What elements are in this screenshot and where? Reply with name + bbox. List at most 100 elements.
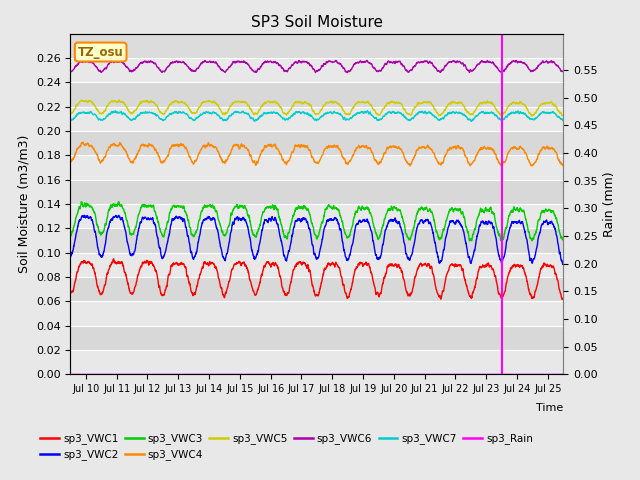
sp3_Rain	[80, 372, 88, 377]
Bar	[70, 326, 563, 350]
sp3_VWC6	[291, 60, 298, 66]
sp3_VWC2	[80, 214, 88, 219]
sp3_VWC3	[291, 210, 298, 216]
Line: sp3_VWC4: sp3_VWC4	[70, 142, 563, 166]
sp3_Rain	[120, 372, 128, 377]
Bar	[70, 82, 563, 107]
sp3_VWC5	[134, 103, 142, 109]
sp3_VWC1	[559, 297, 566, 302]
sp3_VWC1	[559, 295, 567, 301]
sp3_VWC4	[121, 146, 129, 152]
sp3_VWC7	[291, 111, 298, 117]
sp3_VWC6	[104, 61, 112, 67]
Y-axis label: Soil Moisture (m3/m3): Soil Moisture (m3/m3)	[17, 135, 30, 273]
Bar	[70, 131, 563, 156]
sp3_VWC4	[484, 144, 492, 150]
sp3_VWC6	[121, 61, 129, 67]
sp3_VWC3	[134, 212, 142, 217]
sp3_VWC4	[559, 162, 567, 168]
sp3_VWC4	[67, 158, 74, 164]
Line: sp3_VWC2: sp3_VWC2	[70, 216, 563, 264]
Text: Time: Time	[536, 403, 563, 413]
sp3_Rain	[67, 372, 74, 377]
sp3_VWC7	[104, 112, 112, 118]
Bar	[70, 156, 563, 180]
Y-axis label: Rain (mm): Rain (mm)	[604, 171, 616, 237]
sp3_VWC4	[291, 145, 298, 151]
sp3_Rain	[134, 372, 142, 377]
sp3_VWC4	[79, 139, 87, 145]
sp3_VWC6	[344, 70, 351, 75]
sp3_VWC2	[134, 228, 142, 234]
sp3_VWC6	[484, 59, 492, 65]
sp3_VWC3	[67, 231, 74, 237]
Bar	[70, 107, 563, 131]
Legend: sp3_VWC1, sp3_VWC2, sp3_VWC3, sp3_VWC4, sp3_VWC5, sp3_VWC6, sp3_VWC7, sp3_Rain: sp3_VWC1, sp3_VWC2, sp3_VWC3, sp3_VWC4, …	[36, 429, 537, 465]
Line: sp3_VWC1: sp3_VWC1	[70, 259, 563, 300]
sp3_VWC7	[80, 109, 88, 115]
Line: sp3_VWC6: sp3_VWC6	[70, 60, 563, 72]
sp3_VWC3	[77, 199, 85, 204]
sp3_VWC6	[134, 62, 142, 68]
Line: sp3_VWC3: sp3_VWC3	[70, 202, 563, 241]
sp3_VWC6	[80, 59, 88, 64]
sp3_VWC1	[291, 265, 298, 271]
sp3_VWC2	[291, 224, 298, 229]
sp3_VWC1	[110, 256, 118, 262]
Line: sp3_VWC7: sp3_VWC7	[70, 111, 563, 121]
Bar	[70, 301, 563, 326]
Line: sp3_VWC5: sp3_VWC5	[70, 100, 563, 116]
sp3_VWC2	[105, 225, 113, 230]
sp3_VWC6	[559, 69, 567, 74]
Bar	[70, 58, 563, 82]
Bar	[70, 180, 563, 204]
sp3_VWC5	[104, 101, 112, 107]
sp3_VWC5	[121, 101, 129, 107]
sp3_VWC7	[121, 111, 129, 117]
sp3_VWC3	[105, 208, 113, 214]
sp3_VWC6	[67, 69, 74, 75]
sp3_VWC7	[111, 108, 119, 114]
sp3_VWC3	[484, 208, 492, 214]
sp3_VWC7	[484, 110, 492, 116]
sp3_VWC2	[81, 213, 88, 218]
sp3_VWC7	[67, 118, 74, 123]
sp3_Rain	[484, 372, 492, 377]
sp3_VWC4	[81, 142, 88, 147]
sp3_VWC2	[67, 254, 74, 260]
Bar	[70, 252, 563, 277]
Text: TZ_osu: TZ_osu	[78, 46, 124, 59]
sp3_VWC1	[484, 261, 492, 266]
sp3_VWC5	[529, 113, 536, 119]
sp3_VWC1	[134, 272, 142, 277]
sp3_VWC7	[134, 112, 142, 118]
Bar	[70, 204, 563, 228]
sp3_VWC1	[67, 290, 74, 296]
sp3_VWC5	[115, 97, 122, 103]
sp3_VWC3	[81, 203, 88, 209]
sp3_VWC4	[528, 163, 536, 169]
sp3_VWC1	[104, 267, 112, 273]
sp3_VWC1	[80, 258, 88, 264]
Bar	[70, 277, 563, 301]
sp3_VWC2	[559, 261, 567, 267]
sp3_VWC2	[498, 262, 506, 267]
sp3_VWC4	[134, 148, 142, 154]
Bar	[70, 350, 563, 374]
sp3_VWC3	[559, 237, 567, 242]
sp3_Rain	[104, 372, 112, 377]
sp3_VWC6	[116, 58, 124, 63]
sp3_VWC5	[291, 100, 298, 106]
sp3_VWC2	[121, 224, 129, 230]
sp3_VWC3	[121, 210, 129, 216]
sp3_VWC7	[468, 119, 476, 124]
Title: SP3 Soil Moisture: SP3 Soil Moisture	[251, 15, 383, 30]
sp3_VWC3	[497, 238, 505, 244]
sp3_Rain	[559, 372, 567, 377]
sp3_VWC5	[484, 99, 492, 105]
sp3_VWC2	[484, 220, 492, 226]
sp3_VWC4	[105, 145, 113, 151]
sp3_Rain	[291, 372, 298, 377]
sp3_VWC5	[559, 113, 567, 119]
sp3_VWC7	[559, 118, 567, 123]
